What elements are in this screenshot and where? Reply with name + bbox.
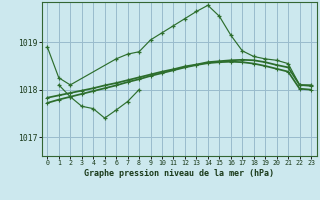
X-axis label: Graphe pression niveau de la mer (hPa): Graphe pression niveau de la mer (hPa) bbox=[84, 169, 274, 178]
